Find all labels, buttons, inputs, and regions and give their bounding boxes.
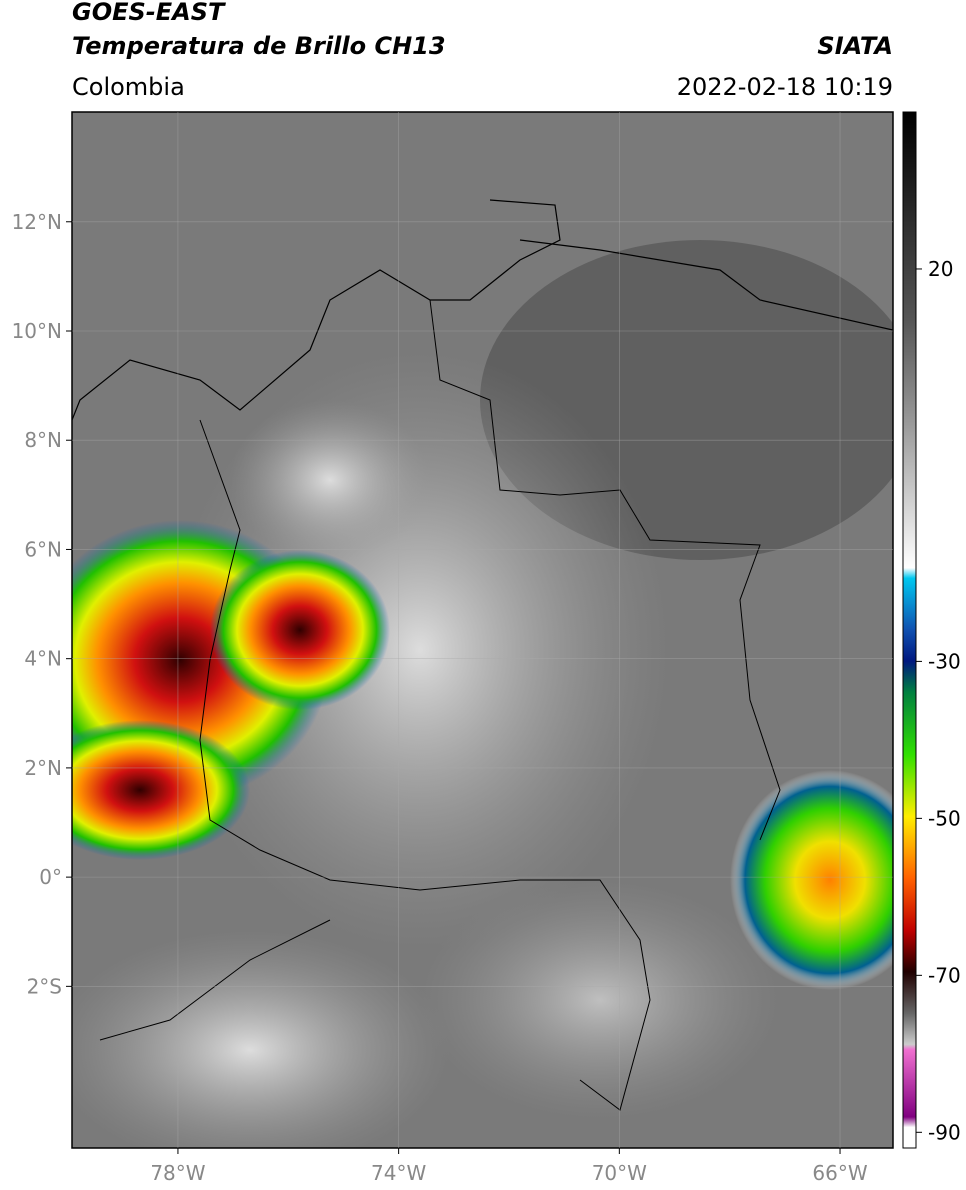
datetime: 2022-02-18 10:19 [677,73,893,101]
y-tick-label: 2°S [27,974,62,998]
y-tick-label: 2°N [24,756,62,780]
map-frame [71,111,894,1149]
y-tick-label: 6°N [24,537,62,561]
y-tick-label: 4°N [24,647,62,671]
y-tick-label: 12°N [12,210,62,234]
y-tick-label: 8°N [24,428,62,452]
colorbar [902,111,917,1149]
colorbar-tick-label: -70 [928,963,961,987]
colorbar-tick-label: -30 [928,649,961,673]
colorbar-tick-label: 20 [928,257,953,281]
title: GOES-EAST [72,0,226,26]
x-tick-label: 70°W [592,1161,647,1185]
colorbar-tick-label: -50 [928,806,961,830]
region: Colombia [72,73,185,101]
y-tick-label: 0° [39,865,62,889]
source: SIATA [817,32,893,60]
x-tick-label: 66°W [812,1161,867,1185]
satellite-image [72,112,893,1148]
subtitle: Temperatura de Brillo CH13 [72,32,446,60]
y-tick-label: 10°N [12,319,62,343]
colorbar-tick-label: -90 [928,1120,961,1144]
x-tick-label: 74°W [371,1161,426,1185]
x-tick-label: 78°W [150,1161,205,1185]
